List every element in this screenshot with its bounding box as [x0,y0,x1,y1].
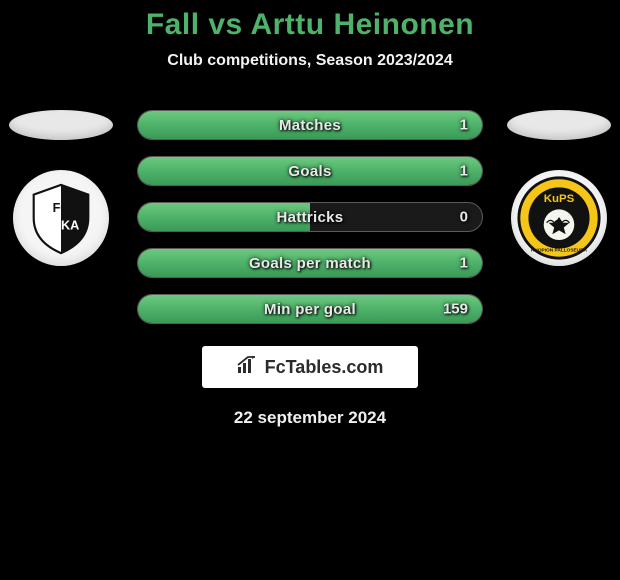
chart-icon [237,356,259,379]
right-player-avatar [507,110,611,140]
brand-badge[interactable]: FcTables.com [202,346,418,388]
brand-text: FcTables.com [265,357,384,378]
stat-pill: Goals 1 [137,156,483,186]
svg-text:KUOPION PALLOSEURA: KUOPION PALLOSEURA [531,247,588,253]
stat-label: Hattricks [277,209,344,226]
haka-logo-icon: FC HAKA [22,179,100,257]
stat-value-right: 0 [460,209,468,226]
right-club-badge: KuPS KUOPION PALLOSEURA [511,170,607,266]
left-club-badge: FC HAKA [13,170,109,266]
right-player-col: KuPS KUOPION PALLOSEURA [499,110,619,266]
left-player-avatar [9,110,113,140]
stat-pill: Goals per match 1 [137,248,483,278]
kups-logo-icon: KuPS KUOPION PALLOSEURA [516,175,602,261]
svg-text:KuPS: KuPS [544,193,575,205]
stat-value-right: 1 [460,163,468,180]
stat-pill: Matches 1 [137,110,483,140]
stat-label: Goals per match [249,255,371,272]
comparison-card: Fall vs Arttu Heinonen Club competitions… [0,0,620,428]
date-line: 22 september 2024 [0,408,620,428]
stat-pill: Min per goal 159 [137,294,483,324]
stat-value-right: 159 [443,301,468,318]
subtitle: Club competitions, Season 2023/2024 [0,52,620,70]
stat-label: Goals [288,163,331,180]
svg-text:FC: FC [53,201,70,215]
stats-column: Matches 1 Goals 1 Hattricks 0 Goals per match 1… [137,110,483,324]
page-title: Fall vs Arttu Heinonen [0,8,620,42]
main-row: FC HAKA Matches 1 Goals 1 Hattricks 0 Goals pe… [0,110,620,324]
stat-value-right: 1 [460,117,468,134]
stat-label: Matches [279,117,341,134]
stat-label: Min per goal [264,301,356,318]
svg-text:HAKA: HAKA [43,219,80,233]
stat-pill: Hattricks 0 [137,202,483,232]
stat-value-right: 1 [460,255,468,272]
left-player-col: FC HAKA [1,110,121,266]
